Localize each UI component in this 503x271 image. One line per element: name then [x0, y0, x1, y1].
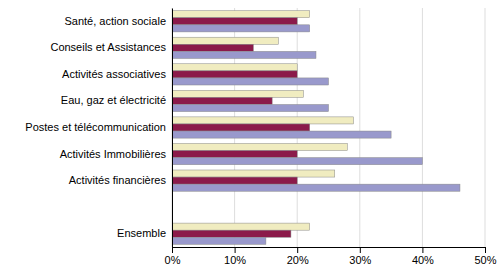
- bar: [172, 37, 278, 44]
- bar-series: [172, 11, 354, 231]
- tick: Eau, gaz et électricité: [61, 94, 172, 106]
- tick: Ensemble: [117, 227, 172, 239]
- tick-label: Conseils et Assistances: [50, 41, 166, 53]
- bar: [172, 237, 266, 244]
- grid-line: [422, 8, 423, 247]
- tick-label: Postes et télécommunication: [25, 121, 166, 133]
- tick: 10%: [224, 247, 246, 266]
- tick: 30%: [349, 247, 371, 266]
- tick-label: Eau, gaz et électricité: [61, 94, 166, 106]
- bar: [172, 230, 291, 237]
- bar: [172, 177, 297, 184]
- y-axis: Santé, action sociale Conseils et Assista…: [25, 9, 172, 248]
- bar: [172, 223, 310, 230]
- bar: [172, 158, 422, 165]
- bar: [172, 104, 329, 111]
- bars: [172, 11, 460, 245]
- axis-line: [172, 9, 173, 248]
- bar: [172, 11, 310, 18]
- bar: [172, 90, 303, 97]
- tick-label: 40%: [412, 254, 434, 266]
- grid-line: [359, 8, 360, 247]
- grid-line: [485, 8, 486, 247]
- tick-label: Activités Immobilières: [60, 148, 167, 160]
- tick-label: 0%: [165, 254, 181, 266]
- tick: 20%: [287, 247, 309, 266]
- tick-label: 30%: [349, 254, 371, 266]
- tick-label: Activités associatives: [62, 68, 166, 80]
- tick-label: Santé, action sociale: [64, 15, 166, 27]
- axis-line: [173, 248, 486, 254]
- tick-label: 50%: [474, 254, 496, 266]
- tick: Activités associatives: [62, 68, 172, 80]
- chart: 0% 10% 20% 30% 40% 50% Santé, action sociale Co…: [0, 0, 503, 271]
- bar: [172, 170, 335, 177]
- bar: [172, 18, 297, 25]
- tick: Activités Immobilières: [60, 148, 172, 160]
- bar: [172, 151, 297, 158]
- tick-label: 20%: [287, 254, 309, 266]
- tick: Activités financières: [69, 174, 172, 186]
- bar: [172, 64, 297, 71]
- grid: [172, 8, 485, 247]
- x-axis: 0% 10% 20% 30% 40% 50%: [165, 247, 497, 266]
- bar-series: [172, 25, 460, 245]
- bar: [172, 184, 460, 191]
- tick: Conseils et Assistances: [50, 41, 172, 53]
- tick-mark: [172, 247, 173, 253]
- tick: 40%: [412, 247, 434, 266]
- tick-mark: [235, 247, 236, 253]
- bar: [172, 131, 391, 138]
- tick: 50%: [474, 247, 496, 266]
- bar: [172, 44, 253, 51]
- plot: 0% 10% 20% 30% 40% 50% Santé, action sociale Co…: [25, 8, 496, 266]
- tick: Santé, action sociale: [64, 15, 172, 27]
- tick-mark: [297, 247, 298, 253]
- bar: [172, 78, 329, 85]
- tick-label: 10%: [224, 254, 246, 266]
- tick: Postes et télécommunication: [25, 121, 172, 133]
- bar-series: [172, 18, 310, 238]
- grid-line: [172, 8, 173, 247]
- bar: [172, 143, 347, 150]
- bar: [172, 25, 310, 32]
- tick: 0%: [165, 247, 181, 266]
- tick-mark: [360, 247, 361, 253]
- tick-label: Activités financières: [69, 174, 167, 186]
- tick-label: Ensemble: [117, 227, 166, 239]
- bar: [172, 97, 272, 104]
- tick-mark: [422, 247, 423, 253]
- bar: [172, 124, 310, 131]
- tick-mark: [485, 247, 486, 253]
- bar: [172, 71, 297, 78]
- bar: [172, 117, 354, 124]
- bar: [172, 51, 316, 58]
